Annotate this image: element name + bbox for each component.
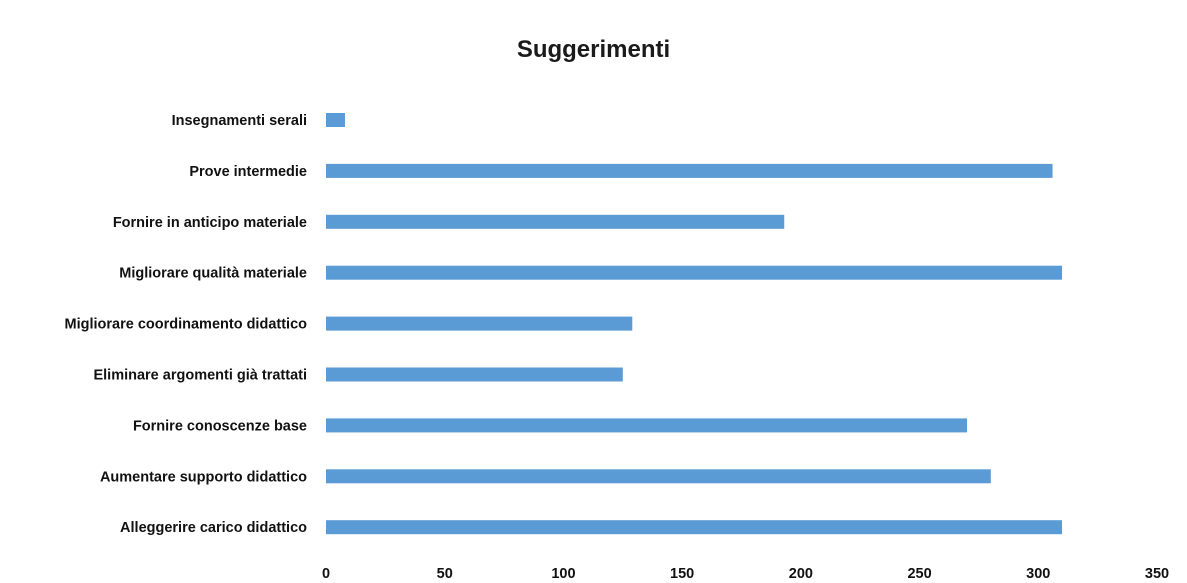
category-label: Eliminare argomenti già trattati <box>93 368 307 384</box>
category-label: Prove intermedie <box>189 164 307 180</box>
bar <box>326 316 633 331</box>
category-label: Insegnamenti serali <box>172 113 307 129</box>
bar <box>326 469 991 484</box>
bar <box>326 163 1053 178</box>
category-label: Alleggerire carico didattico <box>120 520 307 536</box>
x-tick-label: 0 <box>322 566 330 582</box>
bar <box>326 113 345 127</box>
bar <box>326 520 1063 535</box>
x-tick-label: 350 <box>1145 566 1169 582</box>
category-label: Aumentare supporto didattico <box>100 469 307 485</box>
bar <box>326 367 623 382</box>
category-label: Migliorare coordinamento didattico <box>65 317 308 333</box>
category-label: Fornire in anticipo materiale <box>113 215 307 231</box>
x-tick-label: 50 <box>437 566 453 582</box>
bar <box>326 214 785 229</box>
chart-title: Suggerimenti <box>516 36 671 63</box>
x-tick-label: 200 <box>789 566 813 582</box>
x-tick-label: 100 <box>551 566 575 582</box>
x-tick-label: 150 <box>670 566 694 582</box>
x-tick-label: 250 <box>907 566 931 582</box>
category-label: Fornire conoscenze base <box>133 418 307 434</box>
category-label: Migliorare qualità materiale <box>119 266 307 282</box>
bar <box>326 418 968 433</box>
bar <box>326 265 1063 280</box>
x-tick-label: 300 <box>1026 566 1050 582</box>
